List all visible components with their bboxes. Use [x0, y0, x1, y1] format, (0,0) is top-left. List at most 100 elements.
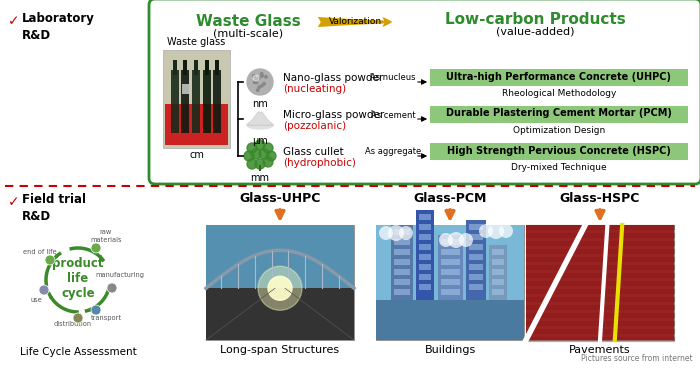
Text: Buildings: Buildings	[424, 345, 475, 355]
Text: μm: μm	[252, 136, 268, 146]
Bar	[394, 279, 410, 285]
Bar	[173, 60, 177, 74]
Bar	[203, 70, 211, 133]
Bar	[206, 288, 354, 340]
Text: mm: mm	[251, 173, 270, 183]
Text: use: use	[30, 297, 42, 303]
Bar	[419, 274, 431, 280]
Bar	[171, 70, 179, 133]
Bar	[469, 224, 483, 230]
Text: Field trial
R&D: Field trial R&D	[22, 193, 86, 223]
Bar	[394, 249, 410, 255]
Text: product
life
cycle: product life cycle	[52, 256, 104, 300]
Circle shape	[379, 226, 393, 240]
Bar	[206, 225, 354, 340]
Circle shape	[479, 224, 493, 238]
Bar	[430, 106, 688, 123]
Bar	[419, 224, 431, 230]
Bar	[394, 229, 410, 235]
Bar	[441, 289, 460, 295]
Bar	[469, 244, 483, 250]
Text: Glass-PCM: Glass-PCM	[413, 192, 486, 205]
Text: Rheological Methodology: Rheological Methodology	[502, 89, 616, 98]
Circle shape	[244, 151, 254, 161]
Text: Waste Glass: Waste Glass	[195, 14, 300, 29]
Bar	[469, 274, 483, 280]
Circle shape	[260, 72, 263, 75]
Circle shape	[247, 69, 273, 95]
Bar	[206, 225, 354, 288]
Circle shape	[439, 233, 453, 247]
Bar	[489, 245, 507, 300]
Bar	[394, 269, 410, 275]
Text: Waste glass: Waste glass	[167, 37, 225, 47]
Bar	[376, 300, 524, 340]
Bar	[469, 234, 483, 240]
Bar	[526, 225, 674, 340]
Circle shape	[247, 159, 257, 169]
Bar	[492, 269, 504, 275]
Bar	[441, 279, 460, 285]
Bar	[394, 239, 410, 245]
Bar	[466, 220, 486, 300]
Circle shape	[263, 82, 265, 85]
Text: Pictures source from internet: Pictures source from internet	[582, 354, 693, 363]
Text: Optimization Design: Optimization Design	[513, 126, 605, 135]
Bar	[492, 279, 504, 285]
Circle shape	[253, 81, 256, 84]
Text: cm: cm	[189, 150, 204, 160]
Text: Nano-glass powder: Nano-glass powder	[283, 73, 384, 83]
Bar	[419, 234, 431, 240]
Text: As cement: As cement	[371, 110, 415, 120]
Text: end of life: end of life	[23, 249, 57, 255]
Circle shape	[258, 86, 260, 88]
Circle shape	[258, 77, 260, 79]
Bar	[430, 69, 688, 86]
Bar	[213, 70, 221, 133]
Bar	[469, 264, 483, 270]
Bar	[526, 225, 674, 340]
Bar	[205, 60, 209, 74]
Text: ✓: ✓	[8, 195, 20, 209]
Circle shape	[459, 233, 473, 247]
Text: Laboratory
R&D: Laboratory R&D	[22, 12, 95, 42]
Text: (pozzolanic): (pozzolanic)	[283, 121, 346, 131]
Text: distribution: distribution	[54, 321, 92, 327]
Circle shape	[260, 85, 263, 87]
Text: As nucleus: As nucleus	[370, 74, 416, 82]
Bar	[492, 289, 504, 295]
Bar	[441, 239, 460, 245]
Bar	[441, 259, 460, 265]
Bar	[163, 50, 230, 148]
Text: High Strength Pervious Concrete (HSPC): High Strength Pervious Concrete (HSPC)	[447, 145, 671, 156]
Text: Valorization: Valorization	[328, 17, 382, 26]
Circle shape	[253, 75, 255, 77]
Circle shape	[260, 75, 263, 77]
Bar	[183, 60, 187, 74]
Text: Long-span Structures: Long-span Structures	[220, 345, 340, 355]
Bar	[469, 254, 483, 260]
Bar	[391, 225, 413, 300]
Text: As aggregate: As aggregate	[365, 148, 421, 156]
Bar	[492, 249, 504, 255]
Circle shape	[247, 143, 257, 153]
Text: (multi-scale): (multi-scale)	[213, 28, 283, 38]
Circle shape	[255, 159, 265, 169]
Circle shape	[488, 223, 504, 239]
Bar	[441, 269, 460, 275]
Text: ✓: ✓	[8, 14, 20, 28]
Bar	[419, 264, 431, 270]
Text: manufacturing: manufacturing	[95, 272, 144, 278]
Text: Glass-UHPC: Glass-UHPC	[239, 192, 321, 205]
Bar	[469, 284, 483, 290]
Circle shape	[448, 232, 464, 248]
Circle shape	[39, 285, 49, 295]
Circle shape	[253, 75, 259, 81]
FancyBboxPatch shape	[149, 0, 700, 184]
Circle shape	[263, 157, 273, 167]
Text: (hydrophobic): (hydrophobic)	[283, 158, 356, 168]
Bar	[394, 289, 410, 295]
Circle shape	[263, 143, 273, 153]
Circle shape	[265, 75, 267, 78]
Circle shape	[73, 313, 83, 323]
